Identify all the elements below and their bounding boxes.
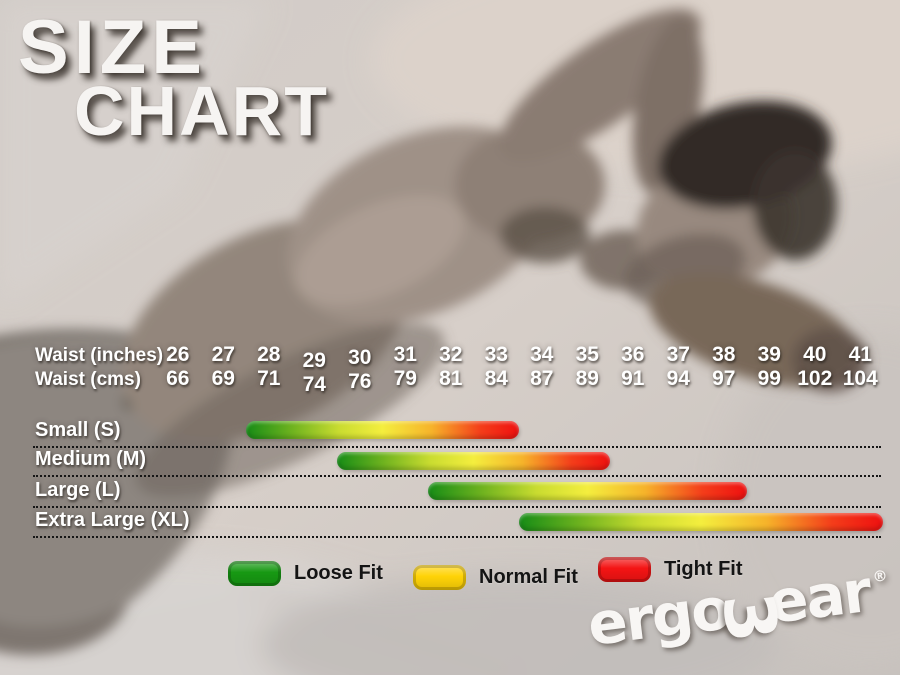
fit-range-bar [246, 421, 519, 439]
size-row-small-s: Small (S) [33, 419, 881, 448]
tight-fit-swatch [598, 557, 651, 582]
title-line-size: SIZE [18, 5, 207, 90]
waist-inches-value: 31 [393, 343, 417, 366]
waist-inches-value: 32 [439, 343, 463, 366]
waist-inches-value: 38 [712, 343, 736, 366]
size-label: Medium (M) [35, 448, 147, 470]
waist-inches-value: 33 [484, 343, 508, 366]
waist-cms-value: 66 [166, 367, 190, 390]
waist-cms-value: 81 [439, 367, 463, 390]
waist-inches-value: 27 [211, 343, 235, 366]
waist-inches-value: 26 [166, 343, 190, 366]
waist-cms-value: 87 [530, 367, 554, 390]
loose-fit-label: Loose Fit [294, 562, 383, 584]
size-label: Large (L) [35, 479, 121, 501]
waist-inches-value: 34 [530, 343, 554, 366]
waist-cms-value: 79 [393, 367, 417, 390]
man-figure [0, 8, 868, 655]
waist-inches-value: 29 [302, 349, 326, 372]
tight-fit-label: Tight Fit [664, 558, 743, 580]
waist-inches-label: Waist (inches) [35, 345, 164, 366]
waist-cms-value: 94 [666, 367, 690, 390]
waist-cms-value: 69 [211, 367, 235, 390]
loose-fit-swatch [228, 561, 281, 586]
waist-inches-value: 28 [257, 343, 281, 366]
legend-item-loose: Loose Fit [228, 561, 383, 586]
waist-inches-value: 35 [575, 343, 599, 366]
waist-inches-value: 37 [666, 343, 690, 366]
registered-mark: ® [871, 566, 889, 587]
waist-cms-values: 66 69 71 74 76 79 81 84 87 89 91 94 97 99 102 104 [155, 367, 883, 396]
waist-cms-value: 104 [842, 367, 878, 390]
waist-cms-value: 76 [348, 370, 372, 393]
waist-cms-value: 74 [302, 373, 326, 396]
waist-cms-value: 84 [484, 367, 508, 390]
size-row-medium-m: Medium (M) [33, 448, 881, 477]
waist-cms-label: Waist (cms) [35, 369, 141, 390]
waist-inches-values: 26 27 28 29 30 31 32 33 34 35 36 37 38 39 40 41 [155, 343, 883, 372]
fit-range-bar [519, 513, 883, 531]
waist-cms-value: 102 [797, 367, 833, 390]
normal-fit-swatch [413, 565, 466, 590]
waist-cms-value: 99 [757, 367, 781, 390]
waist-cms-value: 71 [257, 367, 281, 390]
logo-omega-w: 3 [706, 588, 794, 645]
title-line-chart: CHART [74, 72, 329, 150]
waist-inches-value: 41 [848, 343, 872, 366]
legend-item-normal: Normal Fit [413, 565, 578, 590]
normal-fit-label: Normal Fit [479, 566, 578, 588]
raised-arm [499, 8, 701, 162]
waist-cms-value: 97 [712, 367, 736, 390]
waist-inches-value: 36 [621, 343, 645, 366]
waist-inches-value: 39 [757, 343, 781, 366]
size-label: Extra Large (XL) [35, 509, 190, 531]
waist-cms-value: 89 [575, 367, 599, 390]
waist-inches-value: 40 [803, 343, 827, 366]
waist-cms-value: 91 [621, 367, 645, 390]
fit-range-bar [337, 452, 610, 470]
waist-inches-value: 30 [348, 346, 372, 369]
size-row-large-l: Large (L) [33, 479, 881, 508]
size-row-extra-large-xl: Extra Large (XL) [33, 509, 883, 538]
legend-item-tight: Tight Fit [598, 557, 743, 582]
fit-range-bar [428, 482, 747, 500]
size-label: Small (S) [35, 419, 121, 441]
